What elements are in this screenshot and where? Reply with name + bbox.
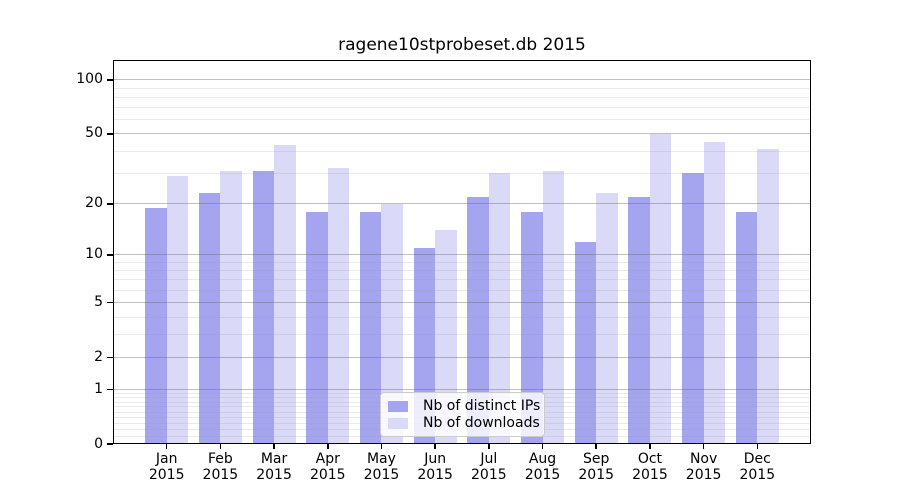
bar-nb-of-distinct-ips-jul-2015 xyxy=(467,196,489,444)
gridline-major xyxy=(113,79,811,81)
bar-nb-of-distinct-ips-nov-2015 xyxy=(682,173,704,444)
gridline-minor xyxy=(113,172,811,174)
x-tick-label-jul: Jul 2015 xyxy=(471,451,507,483)
gridline-minor xyxy=(113,150,811,152)
legend-item-downloads: Nb of downloads xyxy=(388,415,540,432)
y-tick-label: 20 xyxy=(85,195,103,212)
gridline-major xyxy=(113,356,811,358)
bar-nb-of-distinct-ips-sep-2015 xyxy=(574,241,597,444)
bar-nb-of-distinct-ips-dec-2015 xyxy=(735,211,758,444)
legend-item-distinct-ips: Nb of distinct IPs xyxy=(388,398,540,415)
bar-nb-of-downloads-aug-2015 xyxy=(542,170,565,444)
bar-nb-of-downloads-mar-2015 xyxy=(274,145,296,444)
gridline-minor xyxy=(113,279,811,281)
x-tick-mark xyxy=(219,444,222,449)
bar-nb-of-distinct-ips-may-2015 xyxy=(359,211,382,444)
bar-nb-of-distinct-ips-apr-2015 xyxy=(306,211,328,444)
x-tick-mark xyxy=(273,444,275,449)
plot-area xyxy=(113,60,811,444)
legend-swatch-downloads xyxy=(388,418,408,429)
bar-nb-of-distinct-ips-jan-2015 xyxy=(145,207,167,444)
gridline-major xyxy=(113,302,811,304)
y-tick-mark xyxy=(107,356,113,359)
x-tick-mark xyxy=(541,444,544,449)
gridline-major xyxy=(113,203,811,205)
y-tick-mark xyxy=(107,301,113,304)
gridline-minor xyxy=(113,316,811,318)
bar-nb-of-downloads-nov-2015 xyxy=(703,141,726,444)
x-tick-label-apr: Apr 2015 xyxy=(309,451,346,483)
y-tick-mark xyxy=(107,443,113,445)
x-tick-label-jun: Jun 2015 xyxy=(417,451,453,483)
bar-nb-of-downloads-jun-2015 xyxy=(435,230,457,444)
x-tick-mark xyxy=(702,444,705,449)
y-tick-label: 1 xyxy=(94,380,103,397)
legend-label-distinct-ips: Nb of distinct IPs xyxy=(423,398,541,414)
y-tick-mark xyxy=(107,79,113,81)
bar-nb-of-downloads-oct-2015 xyxy=(649,133,672,444)
x-tick-label-dec: Dec 2015 xyxy=(739,451,776,483)
bar-nb-of-distinct-ips-oct-2015 xyxy=(628,196,650,444)
bar-nb-of-downloads-feb-2015 xyxy=(220,170,242,444)
gridline-minor xyxy=(113,334,811,336)
x-tick-mark xyxy=(595,444,597,449)
gridline-major xyxy=(113,388,811,390)
legend-label-downloads: Nb of downloads xyxy=(423,415,540,431)
x-tick-mark xyxy=(165,444,168,449)
x-tick-mark xyxy=(380,444,383,449)
x-tick-label-aug: Aug 2015 xyxy=(524,451,561,483)
y-tick-label: 2 xyxy=(94,348,103,365)
x-tick-mark xyxy=(756,444,759,449)
gridline-major xyxy=(113,254,811,256)
y-tick-mark xyxy=(107,388,113,391)
gridline-major xyxy=(113,133,811,135)
legend-swatch-distinct-ips xyxy=(388,401,408,412)
gridline-minor xyxy=(113,87,811,89)
gridline-minor xyxy=(113,96,811,98)
y-tick-label: 100 xyxy=(76,71,103,88)
legend: Nb of distinct IPs Nb of downloads xyxy=(380,392,545,437)
x-tick-mark xyxy=(434,444,436,449)
bar-nb-of-downloads-may-2015 xyxy=(381,203,403,444)
y-tick-mark xyxy=(107,254,113,256)
y-tick-label: 10 xyxy=(85,246,103,263)
y-tick-label: 50 xyxy=(85,125,103,142)
bar-nb-of-downloads-jan-2015 xyxy=(166,175,189,444)
bar-nb-of-downloads-dec-2015 xyxy=(757,149,779,444)
bar-nb-of-downloads-jul-2015 xyxy=(488,173,511,444)
gridline-minor xyxy=(113,270,811,272)
x-tick-label-sep: Sep 2015 xyxy=(578,451,615,483)
bar-nb-of-downloads-sep-2015 xyxy=(596,193,618,444)
x-tick-label-may: May 2015 xyxy=(363,451,400,483)
chart-title: ragene10stprobeset.db 2015 xyxy=(338,35,586,55)
gridline-minor xyxy=(113,107,811,109)
x-tick-mark xyxy=(488,444,490,449)
gridline-minor xyxy=(113,289,811,291)
bar-nb-of-downloads-apr-2015 xyxy=(327,168,350,444)
bar-nb-of-distinct-ips-feb-2015 xyxy=(198,193,221,444)
x-tick-label-mar: Mar 2015 xyxy=(256,451,292,483)
gridline-minor xyxy=(113,119,811,121)
x-tick-label-oct: Oct 2015 xyxy=(632,451,668,483)
y-tick-mark xyxy=(107,203,113,205)
y-tick-label: 0 xyxy=(94,435,103,452)
x-tick-mark xyxy=(649,444,651,449)
x-tick-label-feb: Feb 2015 xyxy=(202,451,239,483)
x-tick-label-jan: Jan 2015 xyxy=(148,451,185,483)
bar-nb-of-distinct-ips-mar-2015 xyxy=(252,170,275,444)
x-tick-mark xyxy=(327,444,329,449)
bar-nb-of-distinct-ips-aug-2015 xyxy=(521,211,543,444)
y-tick-label: 5 xyxy=(94,294,103,311)
x-tick-label-nov: Nov 2015 xyxy=(685,451,722,483)
y-tick-mark xyxy=(107,133,113,135)
gridline-minor xyxy=(113,261,811,263)
